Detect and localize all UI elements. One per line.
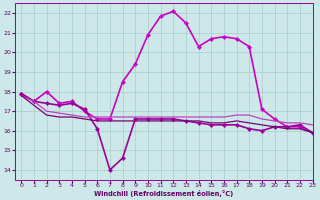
X-axis label: Windchill (Refroidissement éolien,°C): Windchill (Refroidissement éolien,°C): [94, 190, 233, 197]
